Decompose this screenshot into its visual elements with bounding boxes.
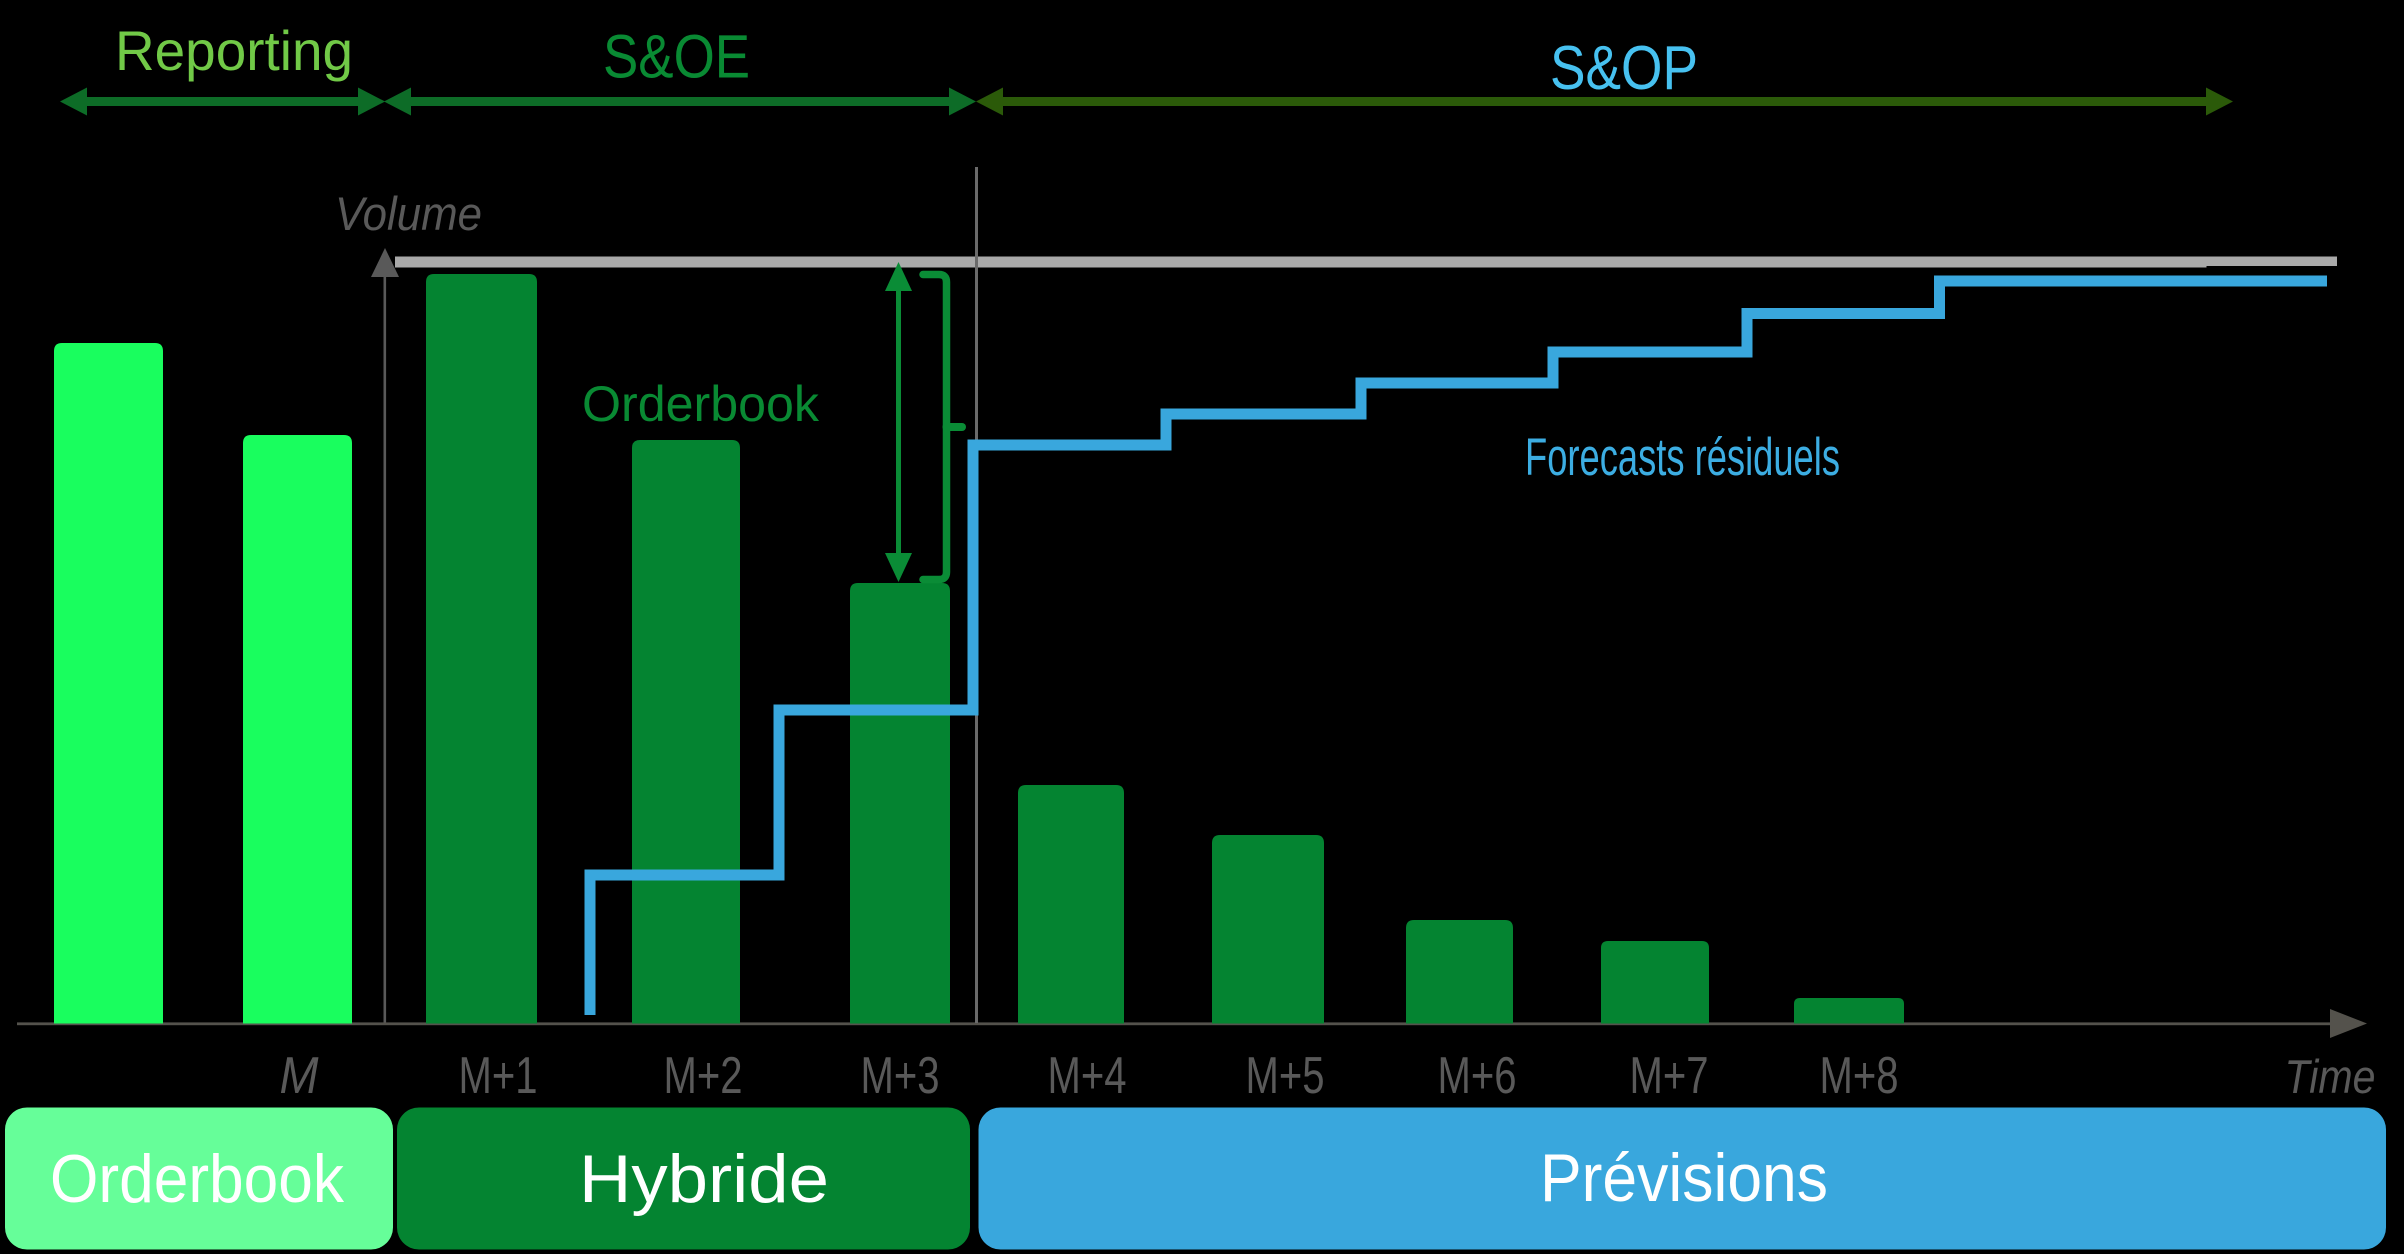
svg-text:M+2: M+2: [664, 1047, 743, 1105]
svg-text:M+8: M+8: [1820, 1047, 1899, 1105]
svg-text:Hybride: Hybride: [579, 1141, 829, 1217]
svg-text:M+3: M+3: [861, 1047, 940, 1105]
svg-text:Time: Time: [2285, 1050, 2376, 1103]
svg-text:S&OE: S&OE: [603, 23, 750, 91]
svg-text:Orderbook: Orderbook: [582, 376, 820, 432]
svg-text:Orderbook: Orderbook: [50, 1141, 345, 1217]
svg-text:M+6: M+6: [1438, 1047, 1517, 1105]
svg-text:Volume: Volume: [335, 187, 482, 240]
svg-text:M+7: M+7: [1630, 1047, 1709, 1105]
svg-text:M+4: M+4: [1048, 1047, 1127, 1105]
svg-text:M+1: M+1: [459, 1047, 538, 1105]
svg-text:Prévisions: Prévisions: [1540, 1140, 1828, 1216]
svg-text:M: M: [280, 1047, 320, 1105]
svg-text:Forecasts résiduels: Forecasts résiduels: [1525, 428, 1840, 487]
svg-text:M+5: M+5: [1246, 1047, 1325, 1105]
svg-text:Reporting: Reporting: [115, 19, 353, 82]
svg-text:S&OP: S&OP: [1550, 34, 1698, 103]
